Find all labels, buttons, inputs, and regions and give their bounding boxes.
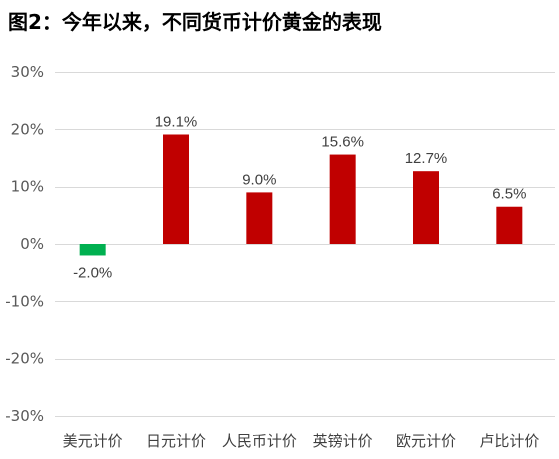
bar-6 <box>496 206 523 244</box>
bar-2 <box>163 134 189 244</box>
category-label: 人民币计价 <box>222 432 297 450</box>
chart-title: 图2：今年以来，不同货币计价黄金的表现 <box>8 10 382 34</box>
bar-1 <box>79 244 106 256</box>
bar-3 <box>246 192 273 244</box>
bar-4 <box>329 154 356 244</box>
bars <box>79 134 523 256</box>
y-axis-tick-labels: 30% 20% 10% 0% -10% -20% -30% <box>5 63 44 425</box>
category-label: 英镑计价 <box>313 432 373 450</box>
category-label: 美元计价 <box>63 432 123 450</box>
y-tick-label: -30% <box>5 407 44 425</box>
y-tick-label: 30% <box>11 63 44 81</box>
category-label: 日元计价 <box>146 432 206 450</box>
y-tick-label: 20% <box>11 120 44 138</box>
y-tick-label: -10% <box>5 292 44 310</box>
data-label: 6.5% <box>492 186 526 203</box>
y-tick-label: -20% <box>5 350 44 368</box>
category-label: 卢比计价 <box>479 432 539 450</box>
bar-5 <box>413 171 439 244</box>
data-label: 9.0% <box>242 171 276 188</box>
x-axis-category-labels: 美元计价 日元计价 人民币计价 英镑计价 欧元计价 卢比计价 <box>63 432 540 450</box>
data-labels: -2.0% 19.1% 9.0% 15.6% 12.7% 6.5% <box>73 113 526 281</box>
category-label: 欧元计价 <box>396 432 456 450</box>
y-tick-label: 10% <box>11 178 44 196</box>
gridlines <box>55 72 555 417</box>
data-label: 12.7% <box>405 150 448 167</box>
y-tick-label: 0% <box>20 235 44 253</box>
data-label: 19.1% <box>155 113 198 130</box>
data-label: -2.0% <box>73 264 112 281</box>
data-label: 15.6% <box>321 134 364 151</box>
